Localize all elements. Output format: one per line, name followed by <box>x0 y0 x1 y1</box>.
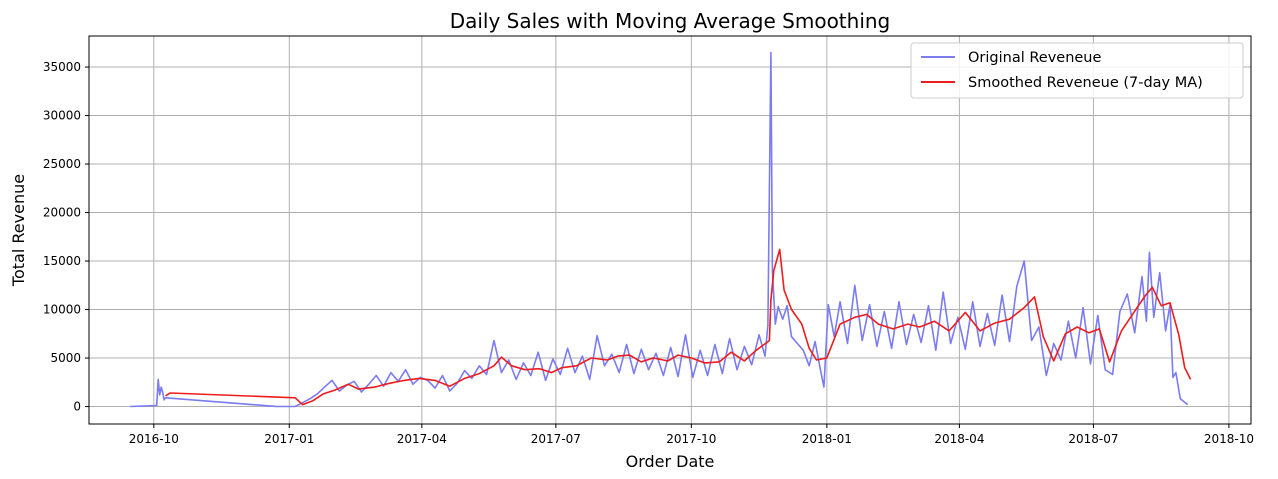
smoothed-revenue-line <box>165 248 1192 406</box>
x-tick-label: 2017-04 <box>397 432 447 446</box>
plot-lines <box>130 51 1192 408</box>
plot-area-frame <box>88 35 1252 425</box>
x-tick-label: 2018-01 <box>802 432 852 446</box>
x-tick-label: 2018-07 <box>1068 432 1118 446</box>
legend-box <box>910 42 1244 99</box>
y-tick-label: 20000 <box>43 206 81 220</box>
legend: Original Reveneue Smoothed Reveneue (7-d… <box>910 42 1244 99</box>
y-tick-label: 0 <box>73 400 81 414</box>
legend-label-original: Original Reveneue <box>968 50 1101 66</box>
y-axis-ticks: 0 5000 10000 15000 20000 25000 30000 35000 <box>43 60 89 414</box>
x-tick-label: 2017-01 <box>264 432 314 446</box>
x-tick-label: 2017-07 <box>531 432 581 446</box>
x-tick-label: 2016-10 <box>129 432 179 446</box>
x-tick-label: 2018-04 <box>934 432 984 446</box>
y-tick-label: 35000 <box>43 60 81 74</box>
y-tick-label: 5000 <box>50 351 81 365</box>
y-tick-label: 15000 <box>43 254 81 268</box>
x-tick-label: 2017-10 <box>666 432 716 446</box>
grid <box>89 36 1251 424</box>
x-tick-label: 2018-10 <box>1204 432 1254 446</box>
legend-label-smoothed: Smoothed Reveneue (7-day MA) <box>968 75 1203 91</box>
original-revenue-line <box>130 51 1189 408</box>
y-axis-title: Total Revenue <box>9 174 28 287</box>
y-tick-label: 25000 <box>43 157 81 171</box>
x-axis-ticks: 2016-10 2017-01 2017-04 2017-07 2017-10 2018-… <box>129 424 1254 446</box>
x-axis-title: Order Date <box>626 452 715 471</box>
y-tick-label: 30000 <box>43 109 81 123</box>
y-tick-label: 10000 <box>43 303 81 317</box>
chart-title: Daily Sales with Moving Average Smoothin… <box>450 9 891 33</box>
